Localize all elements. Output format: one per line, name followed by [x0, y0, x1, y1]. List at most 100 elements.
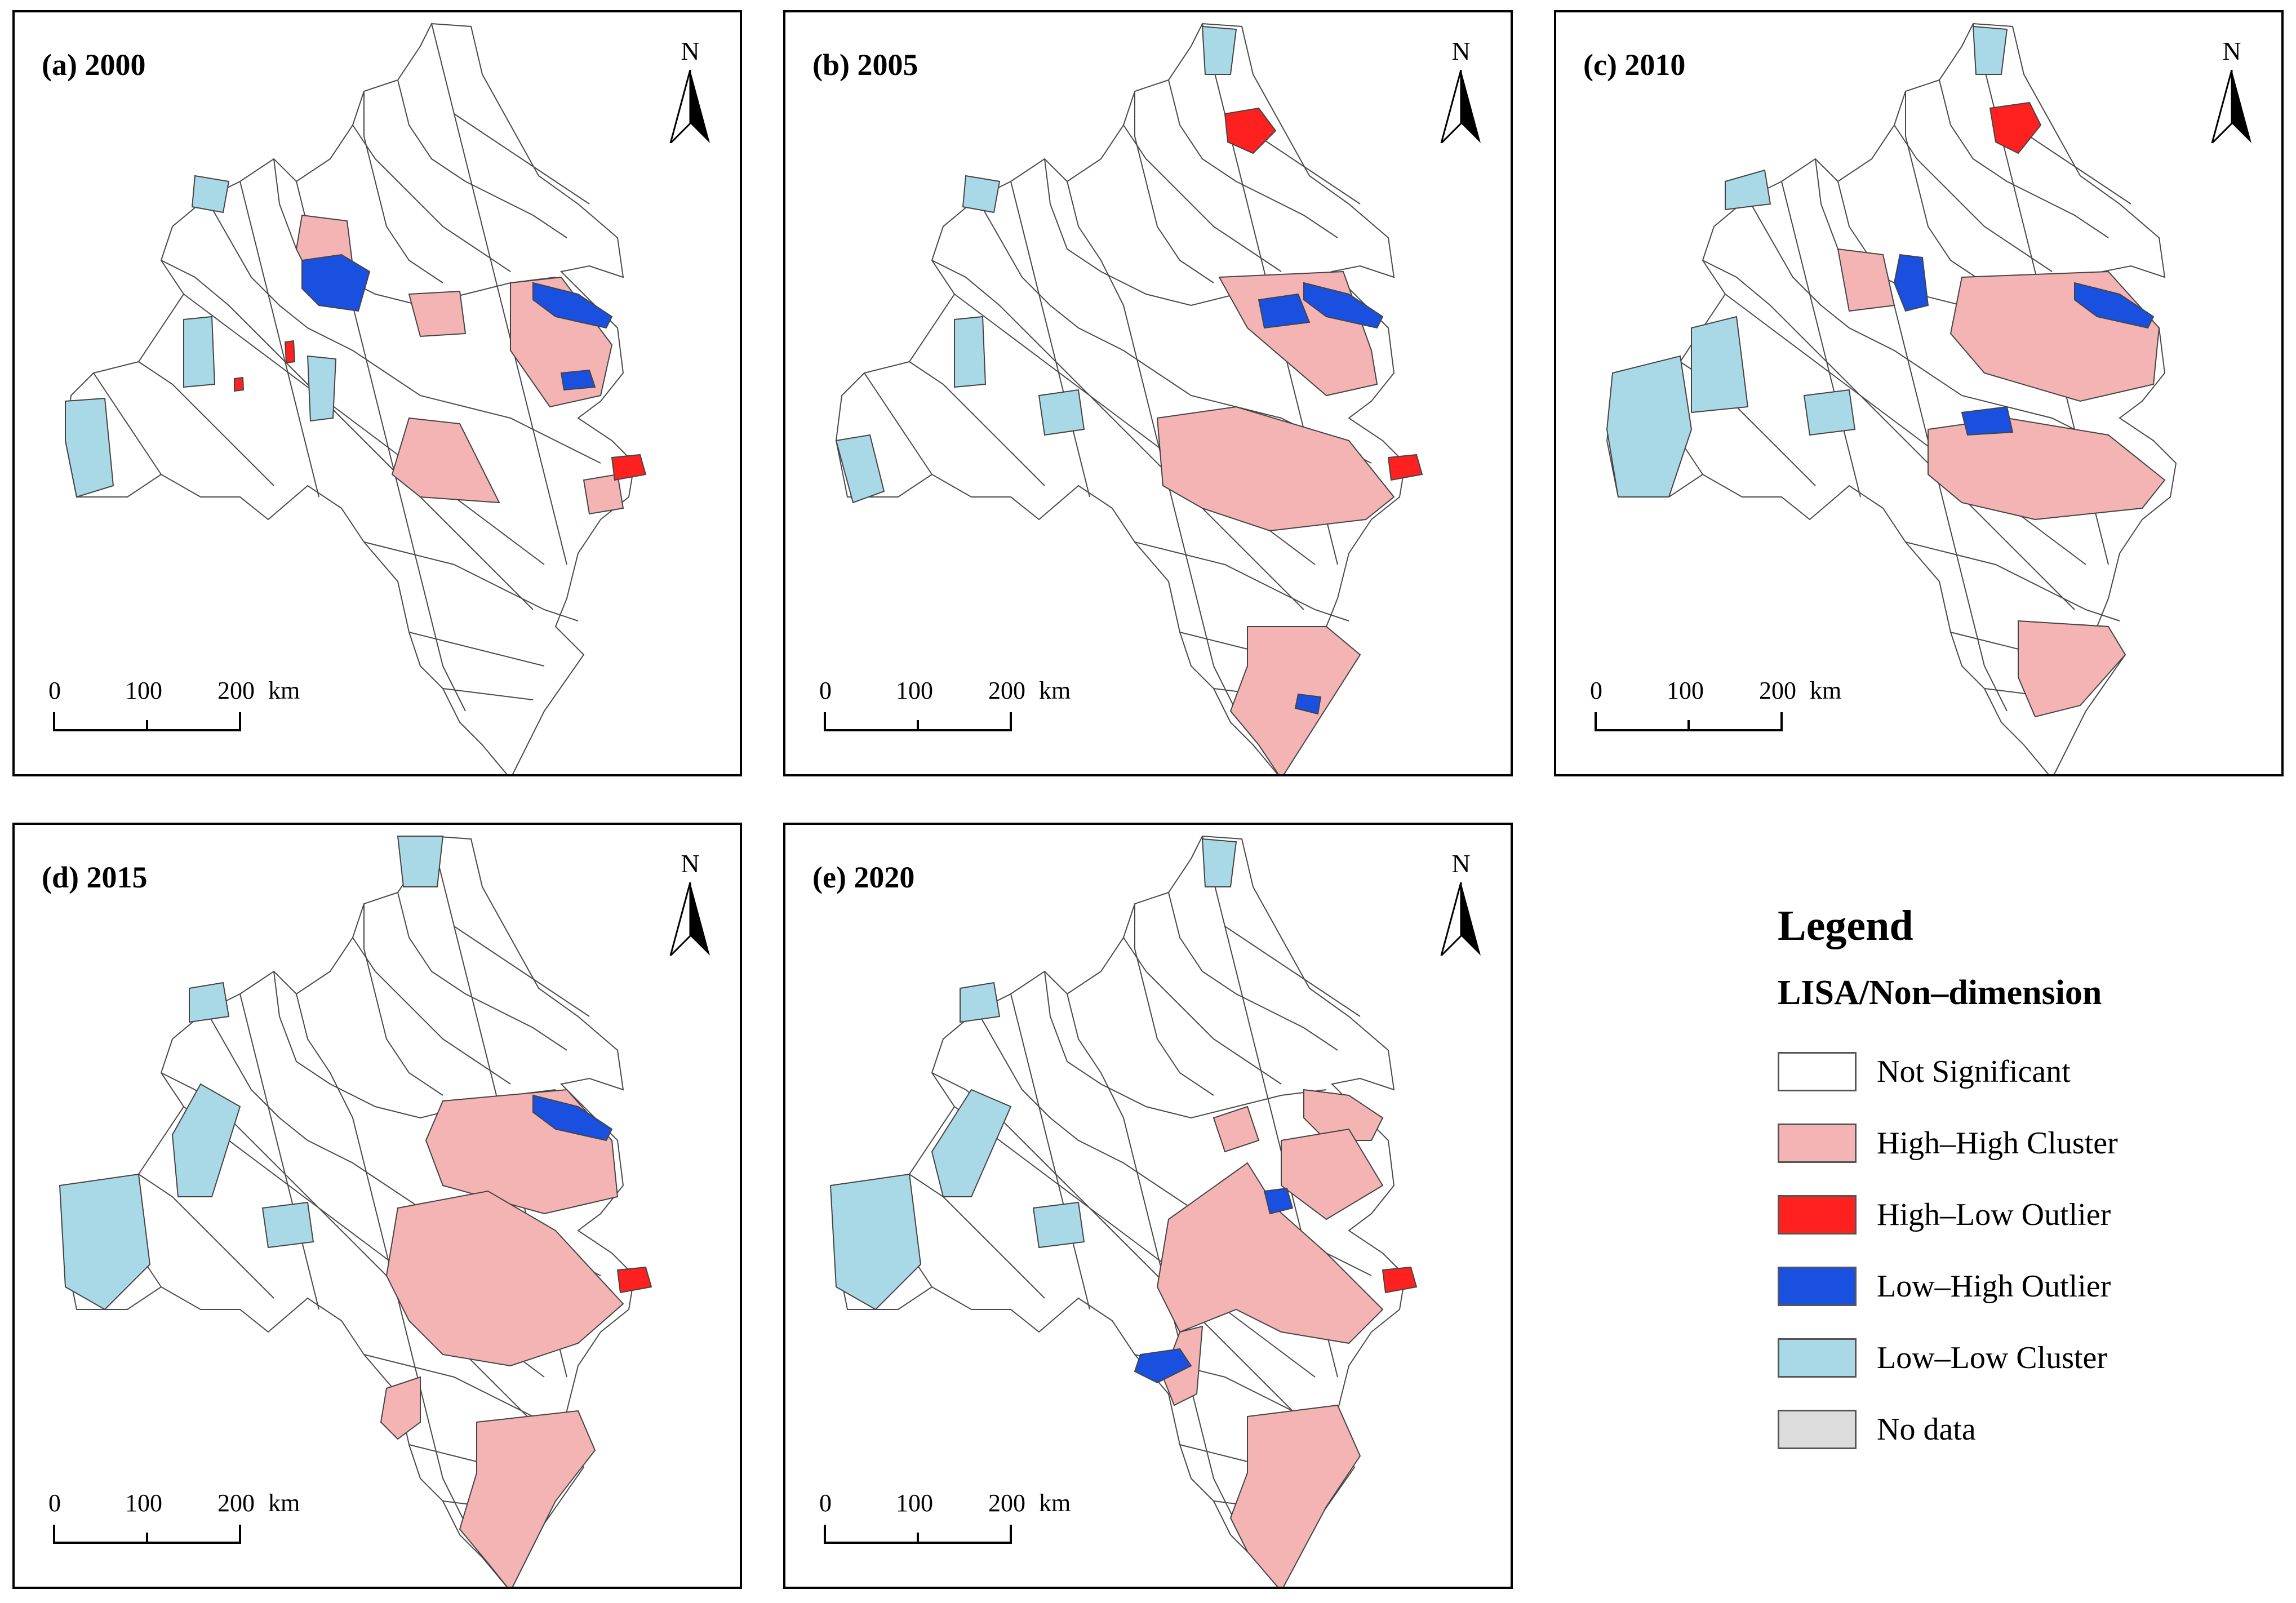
low-low-region: [1032, 1201, 1085, 1249]
high-low-region: [234, 376, 245, 392]
high-high-region: [2018, 620, 2126, 718]
high-high-region: [1213, 1105, 1260, 1153]
cluster-overlay: [835, 25, 1423, 774]
low-high-region: [560, 369, 596, 391]
region-map: [835, 23, 1423, 774]
scale-unit: km: [1039, 677, 1071, 704]
panel-title: (b) 2005: [812, 48, 918, 82]
legend-label: High–Low Outlier: [1877, 1197, 2111, 1232]
map-panel-2015: (d) 2015 N 0 100 200 km: [12, 823, 742, 1589]
high-low-region: [1989, 101, 2042, 154]
legend-label: Low–Low Cluster: [1877, 1340, 2108, 1375]
high-high-region: [408, 290, 467, 338]
scale-bar-line: [1595, 712, 1783, 731]
region-map: [1606, 23, 2177, 774]
scale-label-100: 100: [896, 1489, 933, 1517]
map-panel-2000: (a) 2000 N 0 100 200 km: [12, 10, 742, 776]
north-label: N: [681, 849, 700, 878]
legend-swatch: [1778, 1266, 1857, 1306]
scale-label-100: 100: [1667, 677, 1704, 704]
panel-title: (a) 2000: [42, 48, 146, 82]
scale-unit: km: [1039, 1489, 1071, 1517]
legend-title: Legend: [1778, 902, 1913, 949]
high-low-region: [616, 1266, 652, 1294]
low-low-region: [1606, 355, 1693, 498]
low-low-region: [1972, 25, 2008, 75]
north-arrow-icon: [1440, 882, 1481, 956]
low-high-region: [1263, 1187, 1294, 1215]
legend-item-low-low: Low–Low Cluster: [1778, 1322, 2228, 1393]
scale-bar: 0 100 200 km: [48, 678, 308, 752]
low-low-region: [954, 316, 987, 388]
low-low-region: [931, 1089, 1012, 1197]
north-arrow: N: [668, 38, 713, 145]
low-low-region: [835, 434, 885, 504]
cluster-overlay: [65, 175, 647, 515]
north-label: N: [1451, 37, 1471, 65]
scale-unit: km: [268, 677, 300, 704]
scale-label-200: 200: [1759, 677, 1796, 704]
high-high-region: [1229, 626, 1361, 774]
north-arrow: N: [1438, 851, 1484, 958]
panel-title: (c) 2010: [1583, 48, 1686, 82]
scale-label-100: 100: [125, 677, 162, 704]
high-high-region: [1928, 417, 2166, 521]
low-low-region: [397, 836, 444, 887]
north-arrow: N: [668, 851, 713, 958]
region-map: [829, 836, 1418, 1587]
scale-bar: 0 100 200 km: [1590, 678, 1849, 752]
low-high-region: [1893, 254, 1929, 312]
scale-bar: 0 100 200 km: [819, 678, 1078, 752]
scale-unit: km: [268, 1489, 300, 1517]
north-arrow-icon: [669, 70, 710, 143]
region-map: [59, 836, 652, 1587]
high-high-region: [391, 417, 500, 504]
high-high-region: [1281, 1128, 1384, 1220]
low-high-region: [532, 282, 613, 329]
legend-item-high-high: High–High Cluster: [1778, 1107, 2228, 1179]
low-low-region: [829, 1173, 922, 1311]
low-low-region: [1201, 25, 1237, 75]
scale-label-0: 0: [48, 1489, 61, 1517]
legend-label: No data: [1877, 1411, 1976, 1447]
scale-bar: 0 100 200 km: [819, 1491, 1078, 1564]
scale-unit: km: [1810, 677, 1842, 704]
legend-swatch: [1778, 1195, 1857, 1235]
scale-bar-line: [53, 1525, 241, 1544]
high-low-region: [1387, 454, 1423, 481]
legend-swatch: [1778, 1338, 1857, 1378]
scale-label-200: 200: [988, 1489, 1025, 1517]
scale-label-100: 100: [125, 1489, 162, 1517]
high-low-region: [1224, 107, 1277, 154]
legend-item-not-significant: Not Significant: [1778, 1036, 2228, 1107]
low-low-region: [183, 316, 216, 388]
legend-subtitle: LISA/Non–dimension: [1778, 974, 2102, 1012]
scale-label-0: 0: [48, 677, 61, 704]
north-arrow: N: [1438, 38, 1484, 145]
north-arrow-icon: [669, 882, 710, 956]
legend-item-no-data: No data: [1778, 1393, 2228, 1465]
north-label: N: [1451, 849, 1471, 878]
high-high-region: [1303, 1089, 1384, 1141]
low-low-region: [171, 1083, 241, 1197]
low-high-region: [1303, 282, 1384, 329]
north-arrow: N: [2209, 38, 2254, 145]
scale-label-0: 0: [819, 1489, 832, 1517]
low-low-region: [59, 1173, 151, 1311]
high-high-region: [385, 1190, 624, 1367]
legend-label: Low–High Outlier: [1877, 1268, 2111, 1304]
legend-swatch: [1778, 1409, 1857, 1449]
scale-label-100: 100: [896, 677, 933, 704]
low-low-region: [1201, 838, 1237, 887]
scale-label-0: 0: [1590, 677, 1602, 704]
scale-bar-line: [824, 712, 1012, 731]
north-label: N: [681, 37, 700, 65]
low-low-region: [261, 1201, 314, 1249]
north-label: N: [2222, 37, 2241, 65]
scale-label-200: 200: [217, 1489, 255, 1517]
scale-bar: 0 100 200 km: [48, 1491, 308, 1564]
low-low-region: [962, 175, 1001, 214]
low-high-region: [301, 254, 371, 312]
low-low-region: [1725, 169, 1771, 211]
north-arrow-icon: [2211, 70, 2251, 143]
